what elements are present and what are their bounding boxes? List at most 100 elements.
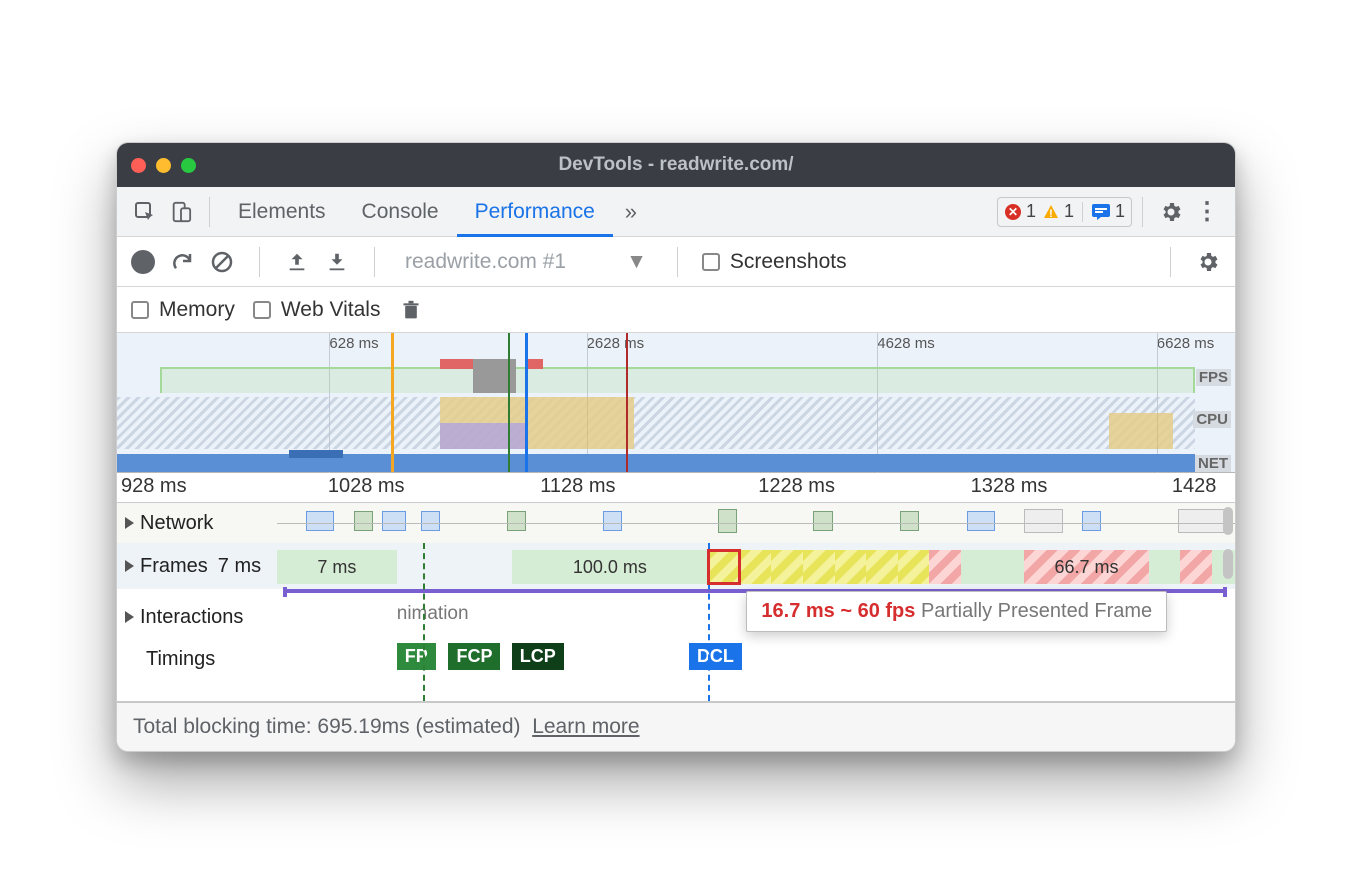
frame-block[interactable] <box>866 550 898 584</box>
ruler-tick: 1028 ms <box>328 475 405 498</box>
perf-toolbar: readwrite.com #1 ▼ Screenshots <box>117 237 1235 287</box>
maximize-window-button[interactable] <box>181 158 196 173</box>
trash-icon[interactable] <box>398 297 424 323</box>
settings-gear-icon[interactable] <box>1153 194 1189 230</box>
frame-block[interactable] <box>835 550 867 584</box>
kebab-menu-icon[interactable]: ⋮ <box>1189 194 1225 230</box>
frame-block[interactable] <box>1180 550 1212 584</box>
traffic-lights <box>131 158 196 173</box>
divider <box>374 247 375 277</box>
cpu-lane <box>117 397 1195 449</box>
track-interactions[interactable]: Interactions nimation 16.7 ms ~ 60 fps P… <box>117 597 1235 637</box>
overview-marker <box>391 333 394 472</box>
tab-elements[interactable]: Elements <box>220 187 344 236</box>
track-network[interactable]: Network <box>117 503 1235 543</box>
divider <box>259 247 260 277</box>
tab-console[interactable]: Console <box>344 187 457 236</box>
tab-performance[interactable]: Performance <box>457 187 613 236</box>
overview-tick: 6628 ms <box>1157 335 1215 352</box>
checkbox-icon <box>702 253 720 271</box>
tooltip-desc-text: Partially Presented Frame <box>921 600 1152 622</box>
frame-block[interactable] <box>1149 550 1181 584</box>
perf-toolbar-2: Memory Web Vitals <box>117 287 1235 333</box>
page-selector-label: readwrite.com #1 <box>405 250 566 274</box>
minimize-window-button[interactable] <box>156 158 171 173</box>
device-toolbar-icon[interactable] <box>163 194 199 230</box>
frame-block[interactable] <box>803 550 835 584</box>
warning-count: 1 <box>1064 201 1074 222</box>
window-title: DevTools - readwrite.com/ <box>117 154 1235 176</box>
frame-block[interactable] <box>708 550 740 584</box>
ruler-tick: 1228 ms <box>758 475 835 498</box>
divider <box>677 247 678 277</box>
animation-tail-text: nimation <box>397 603 469 625</box>
svg-text:✕: ✕ <box>1008 205 1018 219</box>
time-ruler[interactable]: 928 ms1028 ms1128 ms1228 ms1328 ms1428 m… <box>117 473 1235 503</box>
console-counter-badge[interactable]: ✕ 1 ! 1 1 <box>997 197 1132 227</box>
frame-block[interactable]: 7 ms <box>277 550 397 584</box>
overview-ticks: 628 ms 2628 ms 4628 ms 6628 ms <box>117 333 1235 353</box>
more-tabs-icon[interactable]: » <box>613 194 649 230</box>
ruler-tick: 1328 ms <box>971 475 1048 498</box>
web-vitals-checkbox[interactable]: Web Vitals <box>253 298 381 322</box>
net-label: NET <box>1195 455 1231 472</box>
scrollbar-thumb[interactable] <box>1223 507 1233 535</box>
overview-tick: 4628 ms <box>877 335 935 352</box>
expand-icon[interactable] <box>125 517 134 529</box>
frame-block[interactable] <box>961 550 993 584</box>
scrollbar-thumb[interactable] <box>1223 549 1233 579</box>
tooltip-fps-text: 16.7 ms ~ 60 fps <box>761 600 915 622</box>
overview-marker <box>525 333 528 472</box>
devtools-window: DevTools - readwrite.com/ Elements Conso… <box>116 142 1236 752</box>
timing-badge-dcl[interactable]: DCL <box>689 643 742 670</box>
divider <box>209 197 210 227</box>
close-window-button[interactable] <box>131 158 146 173</box>
screenshots-checkbox[interactable]: Screenshots <box>702 250 847 274</box>
summary-footer: Total blocking time: 695.19ms (estimated… <box>117 701 1235 751</box>
ruler-tick: 928 ms <box>121 475 187 498</box>
main-tabbar: Elements Console Performance » ✕ 1 ! 1 1 ⋮ <box>117 187 1235 237</box>
learn-more-link[interactable]: Learn more <box>532 715 639 738</box>
divider <box>1170 247 1171 277</box>
expand-icon[interactable] <box>125 611 134 623</box>
overview-tick: 628 ms <box>329 335 378 352</box>
frame-block[interactable] <box>993 550 1025 584</box>
track-frames[interactable]: Frames7 ms 7 ms100.0 ms66.7 ms <box>117 543 1235 589</box>
timing-badge-lcp[interactable]: LCP <box>512 643 564 670</box>
reload-record-icon[interactable] <box>169 249 195 275</box>
capture-settings-gear-icon[interactable] <box>1195 249 1221 275</box>
cpu-label: CPU <box>1193 411 1231 428</box>
svg-text:!: ! <box>1049 208 1053 220</box>
overview-tick: 2628 ms <box>587 335 645 352</box>
titlebar: DevTools - readwrite.com/ <box>117 143 1235 187</box>
ruler-tick: 1128 ms <box>540 475 615 498</box>
issues-count: 1 <box>1115 201 1125 222</box>
upload-profile-icon[interactable] <box>284 249 310 275</box>
clear-icon[interactable] <box>209 249 235 275</box>
frame-block[interactable] <box>771 550 803 584</box>
overview-panel[interactable]: 628 ms2628 ms4628 ms6628 ms FPS CPU NET <box>117 333 1235 473</box>
checkbox-icon <box>253 301 271 319</box>
frame-block[interactable] <box>929 550 961 584</box>
frame-block[interactable] <box>740 550 772 584</box>
memory-checkbox[interactable]: Memory <box>131 298 235 322</box>
net-lane <box>117 454 1195 472</box>
flame-chart-area[interactable]: Network Frames7 ms 7 ms10 <box>117 503 1235 701</box>
timing-badge-fcp[interactable]: FCP <box>448 643 500 670</box>
record-button[interactable] <box>131 250 155 274</box>
frame-block[interactable]: 66.7 ms <box>1024 550 1149 584</box>
page-selector[interactable]: readwrite.com #1 ▼ <box>399 250 653 274</box>
expand-icon[interactable] <box>125 560 134 572</box>
track-timings[interactable]: Timings FPFCPLCPDCL <box>117 637 1235 681</box>
fps-lane <box>117 359 1195 397</box>
inspect-element-icon[interactable] <box>127 194 163 230</box>
frame-block[interactable]: 100.0 ms <box>512 550 708 584</box>
divider <box>1142 197 1143 227</box>
frame-block[interactable] <box>898 550 930 584</box>
error-count: 1 <box>1026 201 1036 222</box>
overview-marker <box>626 333 628 472</box>
checkbox-icon <box>131 301 149 319</box>
download-profile-icon[interactable] <box>324 249 350 275</box>
timing-badge-fp[interactable]: FP <box>397 643 436 670</box>
overview-marker <box>508 333 510 472</box>
